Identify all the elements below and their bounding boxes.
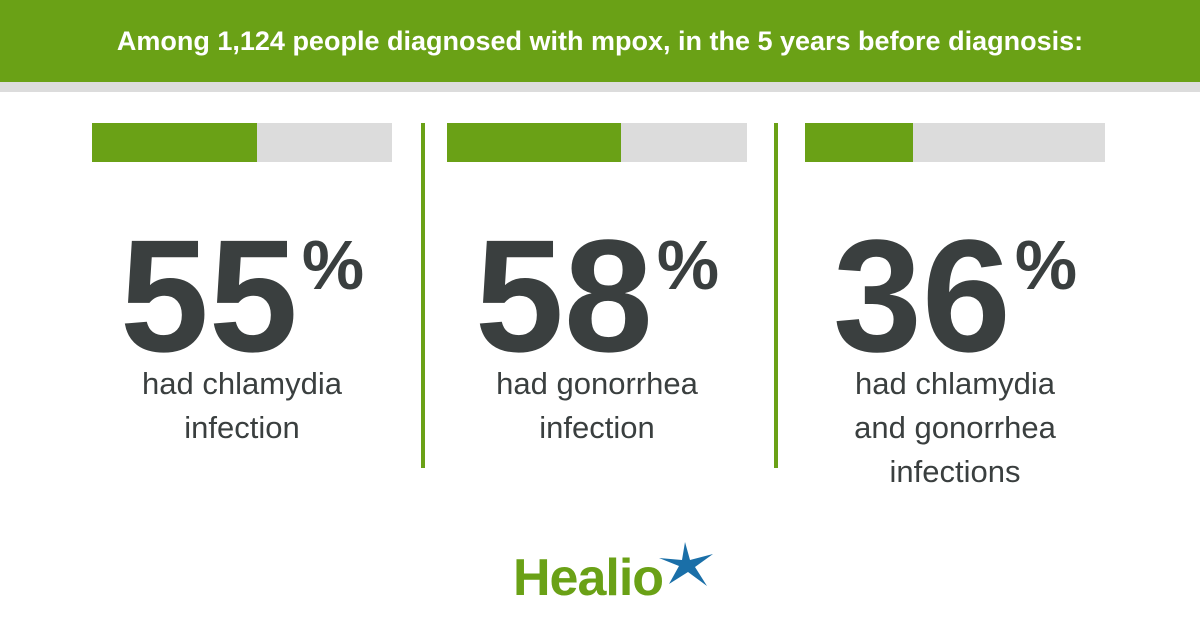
stat-unit: %	[1014, 226, 1078, 304]
progress-bar	[92, 123, 257, 162]
progress-track	[805, 123, 1105, 162]
progress-track	[447, 123, 747, 162]
divider	[421, 123, 425, 468]
stat-label: had gonorrhea infection	[496, 366, 698, 445]
stat-number: 55	[119, 206, 298, 385]
brand-logo: Healio	[513, 549, 664, 607]
stat-number: 36	[832, 206, 1011, 385]
progress-bar	[447, 123, 621, 162]
stat-value: 55%	[72, 180, 412, 381]
logo-star	[659, 542, 713, 586]
divider	[774, 123, 778, 468]
header-strip	[0, 82, 1200, 92]
stat-number: 58	[474, 206, 653, 385]
stat-value: 36%	[785, 180, 1125, 381]
header: Among 1,124 people diagnosed with mpox, …	[0, 0, 1200, 82]
progress-bar	[805, 123, 913, 162]
stat-unit: %	[656, 226, 720, 304]
stat-unit: %	[301, 226, 365, 304]
stat-value: 58%	[427, 180, 767, 381]
stat-label: had chlamydia and gonorrhea infections	[854, 366, 1056, 489]
stat-label: had chlamydia infection	[142, 366, 342, 445]
progress-track	[92, 123, 392, 162]
